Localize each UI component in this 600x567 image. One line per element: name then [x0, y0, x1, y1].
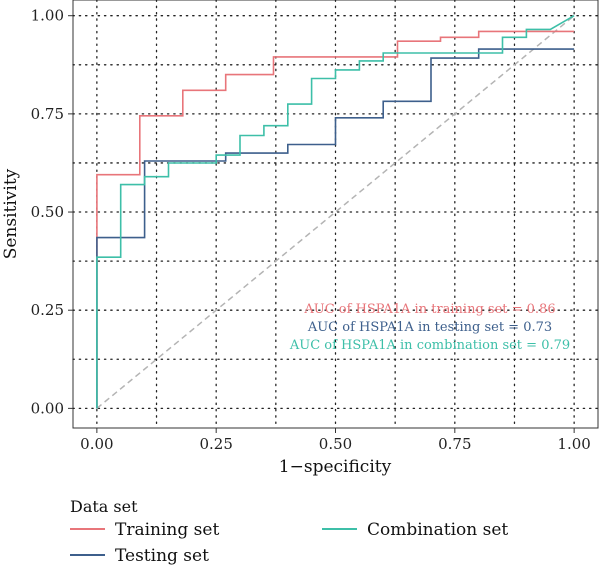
legend-label-combination: Combination set — [367, 520, 508, 540]
y-tick-label: 1.00 — [31, 7, 64, 25]
x-axis-title: 1−specificity — [279, 457, 392, 477]
auc-annotation-testing: AUC of HSPA1A in testing set = 0.73 — [307, 320, 552, 335]
roc-curve-testing — [96, 48, 575, 409]
x-tick-label: 0.50 — [319, 435, 352, 453]
roc-curve-combination — [96, 15, 575, 409]
legend-label-training: Training set — [115, 520, 219, 540]
legend: Data set Training set Testing set Combin… — [70, 497, 508, 566]
y-tick-label: 0.75 — [31, 105, 64, 123]
x-tick-label: 0.75 — [438, 435, 471, 453]
legend-title: Data set — [70, 497, 138, 516]
y-tick-label: 0.25 — [31, 301, 64, 319]
y-tick-label: 0.50 — [31, 203, 64, 221]
axis-ticks: 0.00 0.25 0.50 0.75 1.00 0.00 0.25 0.50 0.75 1.00 — [31, 7, 591, 453]
x-tick-label: 0.00 — [80, 435, 113, 453]
x-tick-label: 1.00 — [557, 435, 590, 453]
x-tick-label: 0.25 — [199, 435, 232, 453]
auc-annotations: AUC of HSPA1A in training set = 0.86 AUC… — [289, 302, 570, 353]
y-tick-label: 0.00 — [31, 399, 64, 417]
legend-label-testing: Testing set — [115, 546, 209, 566]
y-axis-title: Sensitivity — [1, 168, 21, 259]
roc-curves — [96, 15, 575, 409]
roc-curve-training — [96, 30, 575, 409]
auc-annotation-training: AUC of HSPA1A in training set = 0.86 — [303, 302, 555, 317]
auc-annotation-combination: AUC of HSPA1A in combination set = 0.79 — [289, 338, 570, 353]
reference-diagonal-line — [96, 15, 575, 409]
